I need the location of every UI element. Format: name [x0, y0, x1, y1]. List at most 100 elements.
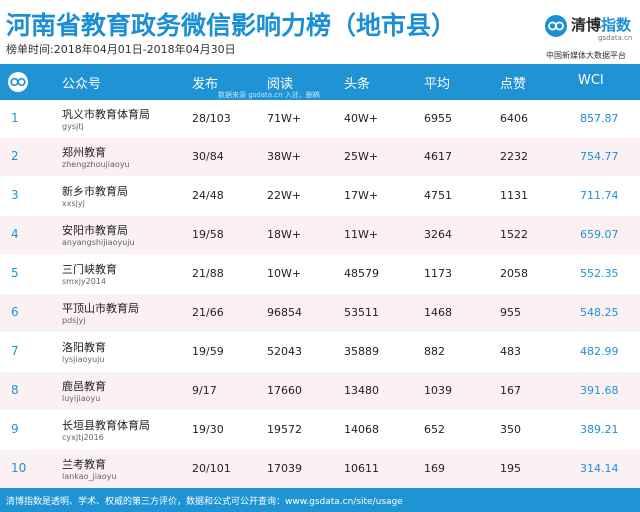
- average-reads: 4751: [424, 189, 452, 202]
- headline-reads: 10611: [344, 462, 379, 475]
- table-row: 4 安阳市教育局 anyangshijiaoyuju 19/58 18W+ 11…: [0, 216, 640, 254]
- header-average: 平均: [424, 77, 451, 92]
- rank: 5: [11, 266, 19, 280]
- reads-count: 52043: [267, 345, 302, 358]
- reads-count: 22W+: [267, 189, 302, 202]
- account-id: luyijiaoyu: [62, 394, 101, 403]
- average-reads: 169: [424, 462, 445, 475]
- average-reads: 1468: [424, 306, 452, 319]
- rank: 1: [11, 111, 19, 125]
- account-id: lysjiaoyuju: [62, 355, 105, 364]
- published-count: 30/84: [192, 150, 224, 163]
- average-reads: 1173: [424, 267, 452, 280]
- table-row: 1 巩义市教育体育局 gysjtj 28/103 71W+ 40W+ 6955 …: [0, 100, 640, 138]
- wci-score: 857.87: [580, 112, 619, 125]
- reads-count: 17039: [267, 462, 302, 475]
- published-count: 19/59: [192, 345, 224, 358]
- published-count: 21/88: [192, 267, 224, 280]
- brand-domain: gsdata.cn: [598, 34, 633, 42]
- table-row: 2 郑州教育 zhengzhoujiaoyu 30/84 38W+ 25W+ 4…: [0, 138, 640, 176]
- account-name: 安阳市教育局: [62, 224, 128, 237]
- published-count: 21/66: [192, 306, 224, 319]
- headline-reads: 35889: [344, 345, 379, 358]
- brand-name-part1: 清博: [571, 16, 602, 34]
- headline-reads: 17W+: [344, 189, 379, 202]
- likes-count: 195: [500, 462, 521, 475]
- brand-tagline: 中国新媒体大数据平台: [546, 51, 626, 60]
- reads-count: 17660: [267, 384, 302, 397]
- table-row: 5 三门峡教育 smxjy2014 21/88 10W+ 48579 1173 …: [0, 255, 640, 293]
- rank: 9: [11, 422, 19, 436]
- wci-score: 711.74: [580, 189, 619, 202]
- account-name: 洛阳教育: [62, 341, 106, 354]
- likes-count: 1522: [500, 228, 528, 241]
- headline-reads: 48579: [344, 267, 379, 280]
- headline-reads: 11W+: [344, 228, 379, 241]
- reads-count: 18W+: [267, 228, 302, 241]
- account-id: pdsjyj: [62, 316, 86, 325]
- wci-score: 389.21: [580, 423, 619, 436]
- account-id: zhengzhoujiaoyu: [62, 160, 130, 169]
- published-count: 19/58: [192, 228, 224, 241]
- wci-score: 314.14: [580, 462, 619, 475]
- wci-score: 548.25: [580, 306, 619, 319]
- brand-name-part2: 指数: [601, 16, 632, 34]
- gsdata-logo-icon: [8, 72, 28, 92]
- header-published: 发布: [192, 77, 219, 92]
- headline-reads: 13480: [344, 384, 379, 397]
- likes-count: 955: [500, 306, 521, 319]
- likes-count: 2232: [500, 150, 528, 163]
- published-count: 9/17: [192, 384, 217, 397]
- account-id: xxsjyj: [62, 199, 85, 208]
- account-id: anyangshijiaoyuju: [62, 238, 135, 247]
- headline-reads: 14068: [344, 423, 379, 436]
- account-name: 巩义市教育体育局: [62, 108, 150, 121]
- headline-reads: 40W+: [344, 112, 379, 125]
- account-name: 长垣县教育体育局: [62, 419, 150, 432]
- rank: 4: [11, 227, 19, 241]
- table-row: 7 洛阳教育 lysjiaoyuju 19/59 52043 35889 882…: [0, 333, 640, 371]
- wci-score: 659.07: [580, 228, 619, 241]
- likes-count: 1131: [500, 189, 528, 202]
- average-reads: 882: [424, 345, 445, 358]
- account-name: 郑州教育: [62, 146, 106, 159]
- wci-score: 754.77: [580, 150, 619, 163]
- account-id: lankao_jiaoyu: [62, 472, 117, 481]
- header-logo: [0, 64, 40, 100]
- published-count: 20/101: [192, 462, 231, 475]
- rank: 7: [11, 344, 19, 358]
- rank: 10: [11, 461, 27, 475]
- published-count: 19/30: [192, 423, 224, 436]
- page-header: 河南省教育政务微信影响力榜（地市县） 榜单时间:2018年04月01日-2018…: [0, 0, 640, 62]
- brand-block: 清博指数 gsdata.cn 中国新媒体大数据平台: [540, 10, 636, 60]
- reads-count: 38W+: [267, 150, 302, 163]
- brand-name: 清博指数: [571, 14, 631, 35]
- wci-score: 552.35: [580, 267, 619, 280]
- account-name: 平顶山市教育局: [62, 302, 139, 315]
- likes-count: 6406: [500, 112, 528, 125]
- headline-reads: 25W+: [344, 150, 379, 163]
- header-headline: 头条: [344, 77, 371, 92]
- wci-score: 391.68: [580, 384, 619, 397]
- watermark: 数据来源 gsdata.cn 入驻、删稿: [218, 91, 320, 99]
- rank: 8: [11, 383, 19, 397]
- table-header: 公众号 发布 阅读 头条 平均 点赞 WCI 数据来源 gsdata.cn 入驻…: [0, 64, 640, 100]
- average-reads: 4617: [424, 150, 452, 163]
- table-row: 8 鹿邑教育 luyijiaoyu 9/17 17660 13480 1039 …: [0, 372, 640, 410]
- table-row: 9 长垣县教育体育局 cyxjtj2016 19/30 19572 14068 …: [0, 411, 640, 449]
- average-reads: 1039: [424, 384, 452, 397]
- rank: 6: [11, 305, 19, 319]
- account-name: 三门峡教育: [62, 263, 117, 276]
- reads-count: 19572: [267, 423, 302, 436]
- published-count: 24/48: [192, 189, 224, 202]
- average-reads: 652: [424, 423, 445, 436]
- likes-count: 167: [500, 384, 521, 397]
- header-reads: 阅读: [267, 77, 294, 92]
- account-name: 兰考教育: [62, 458, 106, 471]
- page-footer: 清博指数是透明、学术、权威的第三方评价，数据和公式可公开查询：www.gsdat…: [0, 488, 640, 512]
- average-reads: 6955: [424, 112, 452, 125]
- average-reads: 3264: [424, 228, 452, 241]
- likes-count: 350: [500, 423, 521, 436]
- rank: 2: [11, 149, 19, 163]
- account-name: 新乡市教育局: [62, 185, 128, 198]
